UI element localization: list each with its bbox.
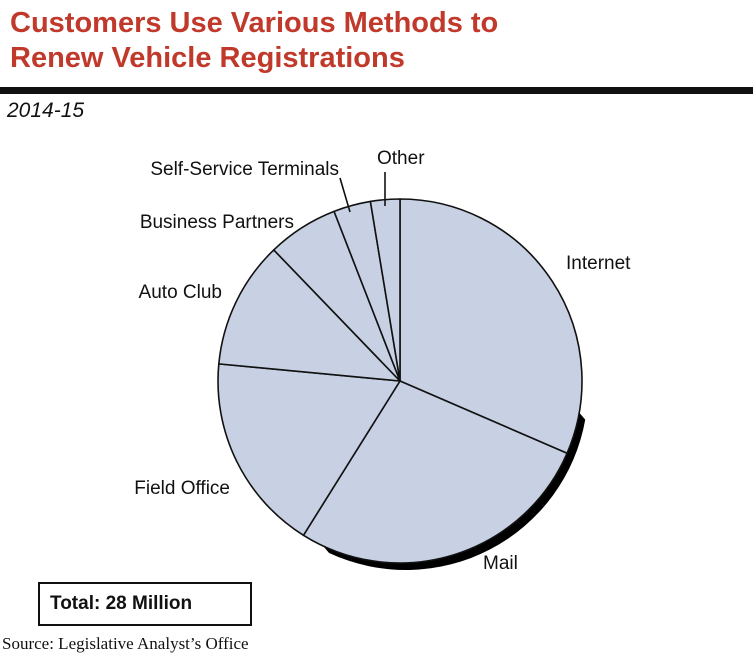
slice-label-field-office: Field Office (134, 478, 230, 499)
total-box: Total: 28 Million (38, 582, 252, 626)
chart-title-line-2: Renew Vehicle Registrations (10, 42, 405, 74)
pie-slice-internet (399, 198, 583, 455)
chart-title-line-1: Customers Use Various Methods to (10, 7, 499, 39)
slice-label-business-partners: Business Partners (140, 212, 294, 233)
leader-line-self-service-terminals (339, 177, 351, 213)
chart-title: Customers Use Various Methods to Renew V… (10, 6, 498, 76)
source-note: Source: Legislative Analyst’s Office (2, 634, 249, 653)
slice-label-self-service-terminals: Self-Service Terminals (150, 159, 339, 180)
slice-label-auto-club: Auto Club (139, 282, 222, 303)
pie-slice-field-office (217, 363, 401, 537)
slice-label-mail: Mail (483, 553, 518, 574)
slice-labels: Internet Mail Field Office Auto Club Busines… (134, 148, 631, 574)
slice-label-other: Other (377, 148, 425, 169)
chart-subtitle: 2014-15 (7, 99, 85, 122)
leader-lines (339, 172, 386, 213)
pie-slice-auto-club (218, 249, 401, 382)
pie-slice-mail (302, 380, 568, 564)
pie-slices (217, 198, 583, 564)
total-label: Total: 28 Million (50, 593, 193, 614)
slice-label-internet: Internet (566, 253, 631, 274)
title-divider (0, 87, 753, 94)
